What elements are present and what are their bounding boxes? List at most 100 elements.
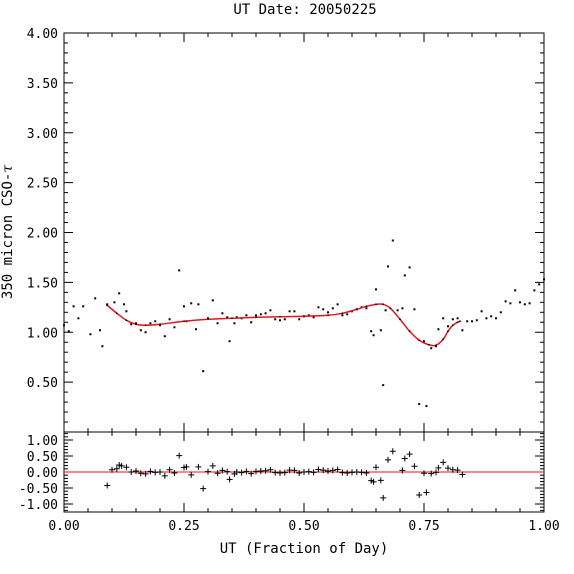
y-axis-title-text: 350 micron CSO- (0, 173, 16, 299)
data-point (425, 405, 428, 408)
data-point (396, 309, 399, 312)
data-point (533, 289, 536, 292)
fit-point (115, 312, 118, 315)
data-point (435, 345, 437, 348)
residual-point (385, 456, 391, 463)
fit-point (365, 305, 368, 308)
x-tick-label: 0.50 (288, 519, 319, 534)
residual-point (104, 482, 111, 489)
data-point (451, 318, 454, 321)
data-point (538, 283, 541, 286)
residual-point (440, 459, 447, 466)
data-point (216, 322, 219, 325)
residual-point (454, 467, 461, 474)
residual-point (399, 467, 406, 474)
fit-point (418, 339, 421, 342)
residual-point (176, 452, 183, 459)
data-point (341, 314, 344, 317)
data-point (336, 303, 339, 306)
data-point (149, 322, 152, 325)
data-point (519, 301, 521, 304)
residual-point (109, 466, 115, 473)
data-point (456, 317, 459, 320)
data-point (382, 384, 385, 387)
residual-point (315, 466, 322, 473)
data-point (197, 303, 200, 306)
data-point (202, 370, 205, 373)
data-point (195, 328, 197, 331)
data-point (437, 328, 440, 331)
residual-point (183, 463, 190, 470)
fit-point (375, 303, 377, 306)
residual-point (243, 468, 250, 475)
data-point (430, 347, 433, 350)
data-point (118, 292, 121, 295)
data-point (163, 335, 166, 338)
data-point (178, 269, 181, 272)
data-point (269, 309, 272, 312)
fit-point (456, 321, 459, 324)
residual-point (363, 469, 370, 476)
fit-point (207, 318, 209, 321)
fit-point (459, 320, 461, 323)
data-point (346, 313, 349, 316)
data-point (228, 340, 231, 343)
data-point (331, 307, 334, 310)
data-point (322, 308, 325, 311)
top-y-tick-label: 3.00 (27, 127, 58, 142)
data-point (168, 318, 171, 321)
data-point (466, 320, 469, 323)
fit-point (144, 324, 147, 327)
data-point (235, 316, 238, 319)
data-point (370, 330, 373, 333)
data-point (233, 322, 236, 325)
data-point (190, 302, 193, 305)
data-point (211, 299, 214, 302)
residual-point (188, 471, 195, 478)
residual-point (118, 462, 125, 469)
top-y-tick-label: 2.00 (27, 227, 58, 242)
data-point (82, 305, 85, 308)
data-point (77, 317, 80, 320)
data-point (183, 305, 185, 308)
data-point (135, 322, 137, 325)
residual-point (305, 468, 312, 475)
residual-point (370, 478, 377, 485)
data-point (495, 317, 497, 320)
residual-point (433, 469, 439, 476)
fit-point (159, 323, 161, 326)
fit-point (382, 303, 385, 306)
data-point (154, 320, 157, 323)
residual-point (406, 451, 413, 458)
data-point (423, 340, 425, 343)
residual-point (113, 465, 120, 472)
residual-point (411, 463, 418, 470)
residual-point (334, 466, 341, 473)
data-point (125, 310, 128, 313)
fit-point (341, 312, 344, 315)
fit-point (135, 323, 137, 326)
residual-point (325, 468, 331, 475)
x-tick-label: 1.00 (528, 519, 559, 534)
data-point (384, 309, 387, 312)
data-point (379, 329, 382, 332)
data-point (274, 318, 277, 321)
data-point (403, 274, 406, 277)
top-y-tick-label: 1.00 (27, 326, 58, 341)
residual-point (358, 469, 365, 476)
residual-point (209, 462, 216, 469)
data-point (375, 288, 377, 291)
residual-point (291, 467, 298, 474)
top-plot-frame (63, 32, 545, 433)
data-point (72, 305, 75, 308)
top-y-tick-label: 2.50 (27, 177, 58, 192)
fit-point (355, 308, 358, 311)
data-point (442, 317, 445, 320)
data-point (317, 306, 320, 309)
data-point (490, 315, 493, 318)
residual-point (128, 469, 135, 475)
residual-point (171, 469, 178, 476)
residual-point (401, 455, 408, 462)
bottom-y-tick-label: -0.50 (19, 482, 58, 497)
residual-point (214, 470, 221, 477)
